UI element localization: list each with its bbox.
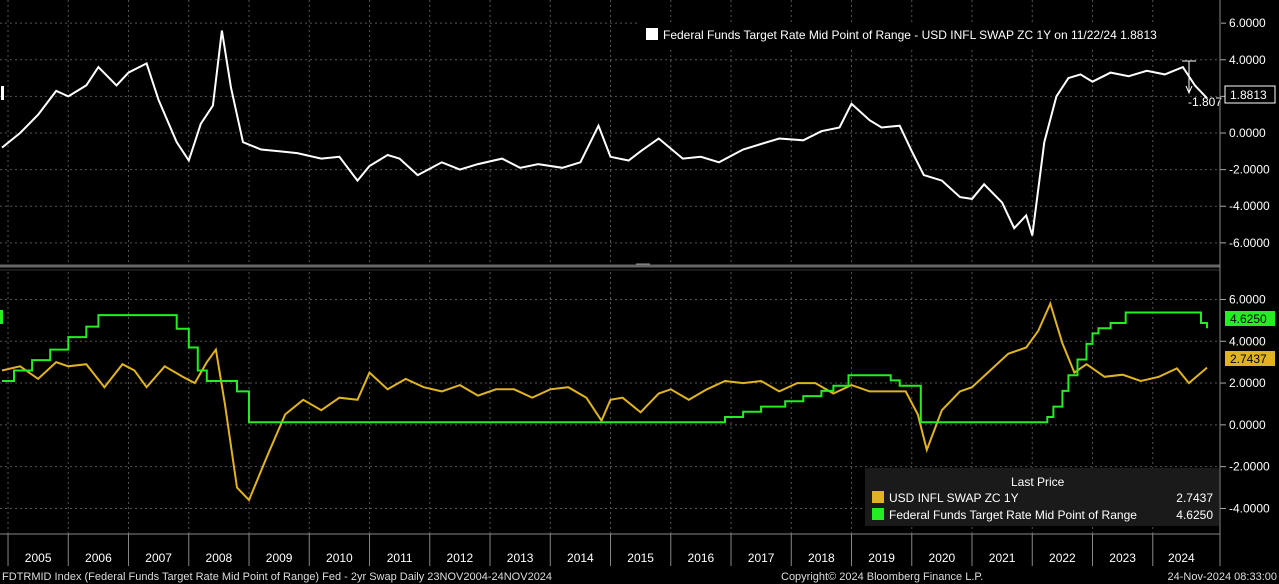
x-tick-label: 2021 bbox=[989, 551, 1016, 565]
range-marker bbox=[1182, 60, 1196, 95]
swap-last-value: 2.7437 bbox=[1230, 352, 1267, 366]
fed-last-value: 4.6250 bbox=[1230, 312, 1267, 326]
legend-header: Last Price bbox=[1011, 475, 1065, 489]
x-tick-label: 2009 bbox=[266, 551, 293, 565]
top-last-value-box bbox=[1224, 85, 1276, 104]
footer-bar bbox=[0, 567, 1279, 584]
bottom-gridlines bbox=[0, 272, 1220, 534]
y-tick-label: -6.0000 bbox=[1229, 236, 1270, 250]
x-tick-label: 2018 bbox=[808, 551, 835, 565]
x-tick-label: 2014 bbox=[567, 551, 594, 565]
x-tick-label: 2005 bbox=[25, 551, 52, 565]
usd-infl-swap-line bbox=[1, 300, 1208, 502]
legend-value-swap: 2.7437 bbox=[1176, 491, 1213, 505]
y-tick-label: 4.0000 bbox=[1229, 53, 1266, 67]
legend-swatch-swap bbox=[872, 491, 884, 503]
top-legend-box bbox=[639, 22, 1221, 48]
fed-last-value-box bbox=[1225, 311, 1275, 326]
y-tick-label: 2.0000 bbox=[1229, 376, 1266, 390]
x-axis: 2005 2006 2007 2008 2009 2010 2011 2012 2013 2014… bbox=[7, 534, 1195, 566]
x-tick-label: 2020 bbox=[929, 551, 956, 565]
top-panel: 6.00004.00002.00000.0000-2.0000-4.0000-6… bbox=[0, 0, 1276, 262]
y-tick-label: 0.0000 bbox=[1229, 126, 1266, 140]
y-tick-label: 0.0000 bbox=[1229, 418, 1266, 432]
x-tick-label: 2012 bbox=[447, 551, 474, 565]
legend-label-fed: Federal Funds Target Rate Mid Point of R… bbox=[889, 508, 1137, 522]
top-series-line bbox=[1, 30, 1208, 236]
x-tick-label: 2024 bbox=[1168, 551, 1195, 565]
x-tick-label: 2022 bbox=[1049, 551, 1076, 565]
top-left-marker bbox=[1, 86, 4, 100]
legend-label-swap: USD INFL SWAP ZC 1Y bbox=[889, 491, 1019, 505]
x-tick-label: 2016 bbox=[688, 551, 715, 565]
top-legend-label: Federal Funds Target Rate Mid Point of R… bbox=[663, 28, 1157, 42]
swap-last-value-box bbox=[1225, 351, 1275, 366]
legend-swatch-fed bbox=[872, 508, 884, 520]
y-tick-label: -2.0000 bbox=[1229, 460, 1270, 474]
y-tick-label: -4.0000 bbox=[1229, 501, 1270, 515]
x-tick-label: 2008 bbox=[206, 551, 233, 565]
y-tick-label: -2.0000 bbox=[1229, 163, 1270, 177]
top-low-annotation: -1.807 bbox=[1188, 95, 1222, 109]
bottom-left-marker bbox=[0, 310, 3, 324]
y-tick-label: -4.0000 bbox=[1229, 199, 1270, 213]
x-tick-label: 2013 bbox=[507, 551, 534, 565]
y-tick-label: 6.0000 bbox=[1229, 16, 1266, 30]
x-tick-label: 2023 bbox=[1109, 551, 1136, 565]
x-tick-label: 2017 bbox=[748, 551, 775, 565]
footer-center: Copyright© 2024 Bloomberg Finance L.P. bbox=[781, 571, 983, 583]
x-tick-label: 2006 bbox=[85, 551, 112, 565]
bottom-y-axis: 6.0000 4.0000 2.0000 0.0000 -2.0000 -4.0000 bbox=[1220, 292, 1270, 515]
footer-left: FDTRMID Index (Federal Funds Target Rate… bbox=[2, 571, 552, 583]
bottom-panel: 6.0000 4.0000 2.0000 0.0000 -2.0000 -4.0000 4… bbox=[0, 272, 1275, 534]
x-tick-label: 2015 bbox=[627, 551, 654, 565]
x-tick-label: 2010 bbox=[326, 551, 353, 565]
footer-right: 24-Nov-2024 08:33:00 bbox=[1168, 571, 1277, 583]
top-legend-swatch bbox=[646, 28, 658, 40]
legend-value-fed: 4.6250 bbox=[1176, 508, 1213, 522]
y-tick-label: 6.0000 bbox=[1229, 292, 1266, 306]
top-gridlines bbox=[0, 0, 1220, 262]
bottom-legend-box bbox=[865, 468, 1219, 526]
y-tick-label: 4.0000 bbox=[1229, 334, 1266, 348]
fed-funds-rate-line bbox=[2, 311, 1208, 424]
x-tick-label: 2007 bbox=[145, 551, 172, 565]
x-tick-label: 2019 bbox=[868, 551, 895, 565]
x-tick-label: 2011 bbox=[387, 551, 413, 565]
top-y-axis: 6.00004.00002.00000.0000-2.0000-4.0000-6… bbox=[1220, 16, 1270, 250]
top-last-value: 1.8813 bbox=[1230, 88, 1267, 102]
